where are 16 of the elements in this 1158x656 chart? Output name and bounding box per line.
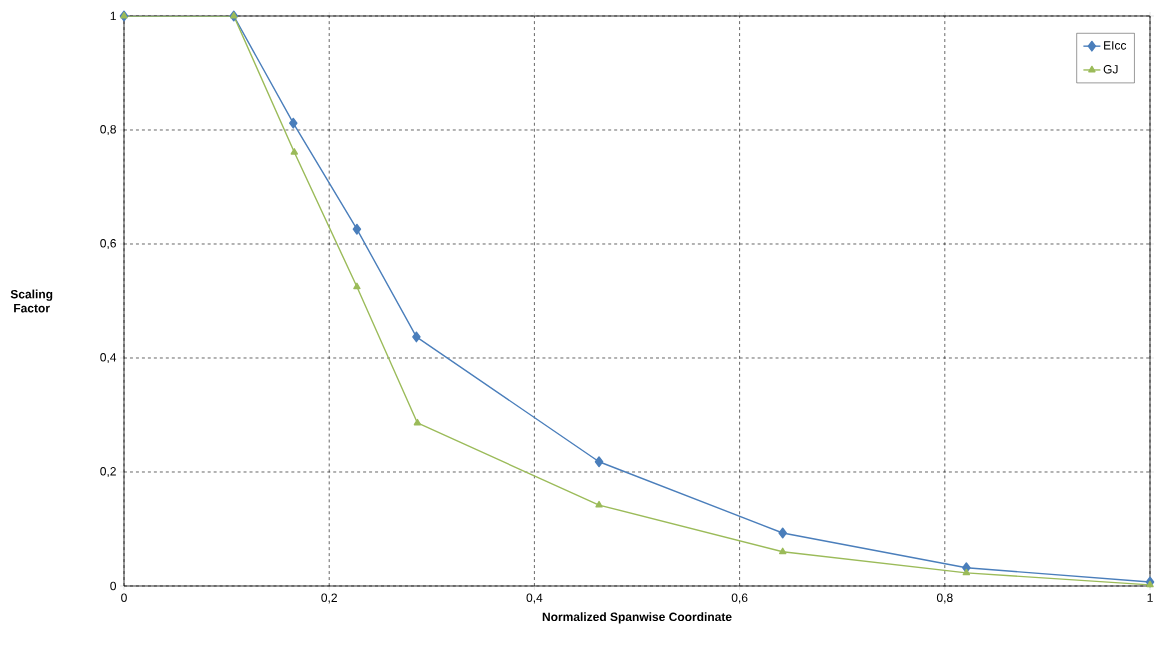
y-tick-label: 1 bbox=[110, 11, 116, 21]
y-tick-label: 0,6 bbox=[100, 239, 116, 249]
y-tick-label: 0,4 bbox=[100, 353, 117, 363]
legend-label: EIcc bbox=[1104, 41, 1127, 50]
y-tick-label: 0,8 bbox=[100, 125, 116, 135]
legend-label: GJ bbox=[1103, 65, 1118, 74]
y-axis-title: Scaling Factor bbox=[10, 289, 53, 313]
y-tick-label: 0 bbox=[110, 581, 117, 591]
x-tick-label: 0,2 bbox=[321, 593, 337, 604]
x-tick-label: 0 bbox=[121, 593, 127, 603]
y-tick-label: 0,2 bbox=[100, 467, 116, 477]
x-axis-title: Normalized Spanwise Coordinate bbox=[542, 612, 732, 624]
x-tick-label: 0,4 bbox=[526, 593, 543, 604]
x-tick-label: 0,8 bbox=[936, 593, 953, 604]
x-tick-label: 1 bbox=[1147, 593, 1153, 602]
x-tick-label: 0,6 bbox=[731, 593, 748, 604]
